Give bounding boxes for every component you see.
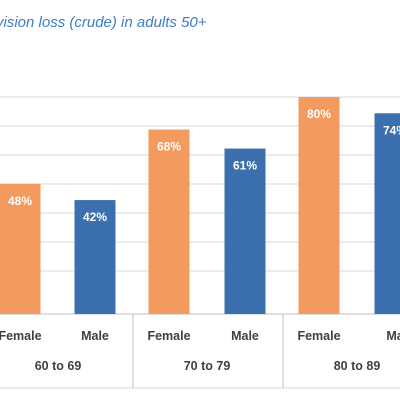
bar-female-80-to-89 — [298, 97, 340, 314]
bar-male-80-to-89 — [374, 113, 400, 315]
group-label: 80 to 89 — [334, 359, 381, 373]
group-label: 70 to 79 — [184, 359, 231, 373]
bar-value-label: 68% — [157, 140, 181, 154]
bar-value-label: 74% — [383, 123, 400, 137]
category-label: Female — [0, 329, 42, 343]
bar-value-label: 42% — [83, 210, 107, 224]
bar-value-label: 48% — [8, 194, 32, 208]
category-label: Male — [81, 329, 109, 343]
chart-title: vision loss (crude) in adults 50+ — [0, 14, 207, 31]
bar-value-label: 80% — [307, 107, 331, 121]
bar-female-70-to-79 — [148, 129, 190, 314]
bar-female-60-to-69 — [0, 183, 41, 314]
category-label: Ma — [386, 329, 400, 343]
category-label: Male — [231, 329, 259, 343]
bar-value-label: 61% — [233, 159, 257, 173]
bar-male-60-to-69 — [74, 200, 116, 314]
category-label: Female — [297, 329, 340, 343]
group-label: 60 to 69 — [35, 359, 82, 373]
category-label: Female — [147, 329, 190, 343]
bar-male-70-to-79 — [224, 148, 266, 314]
